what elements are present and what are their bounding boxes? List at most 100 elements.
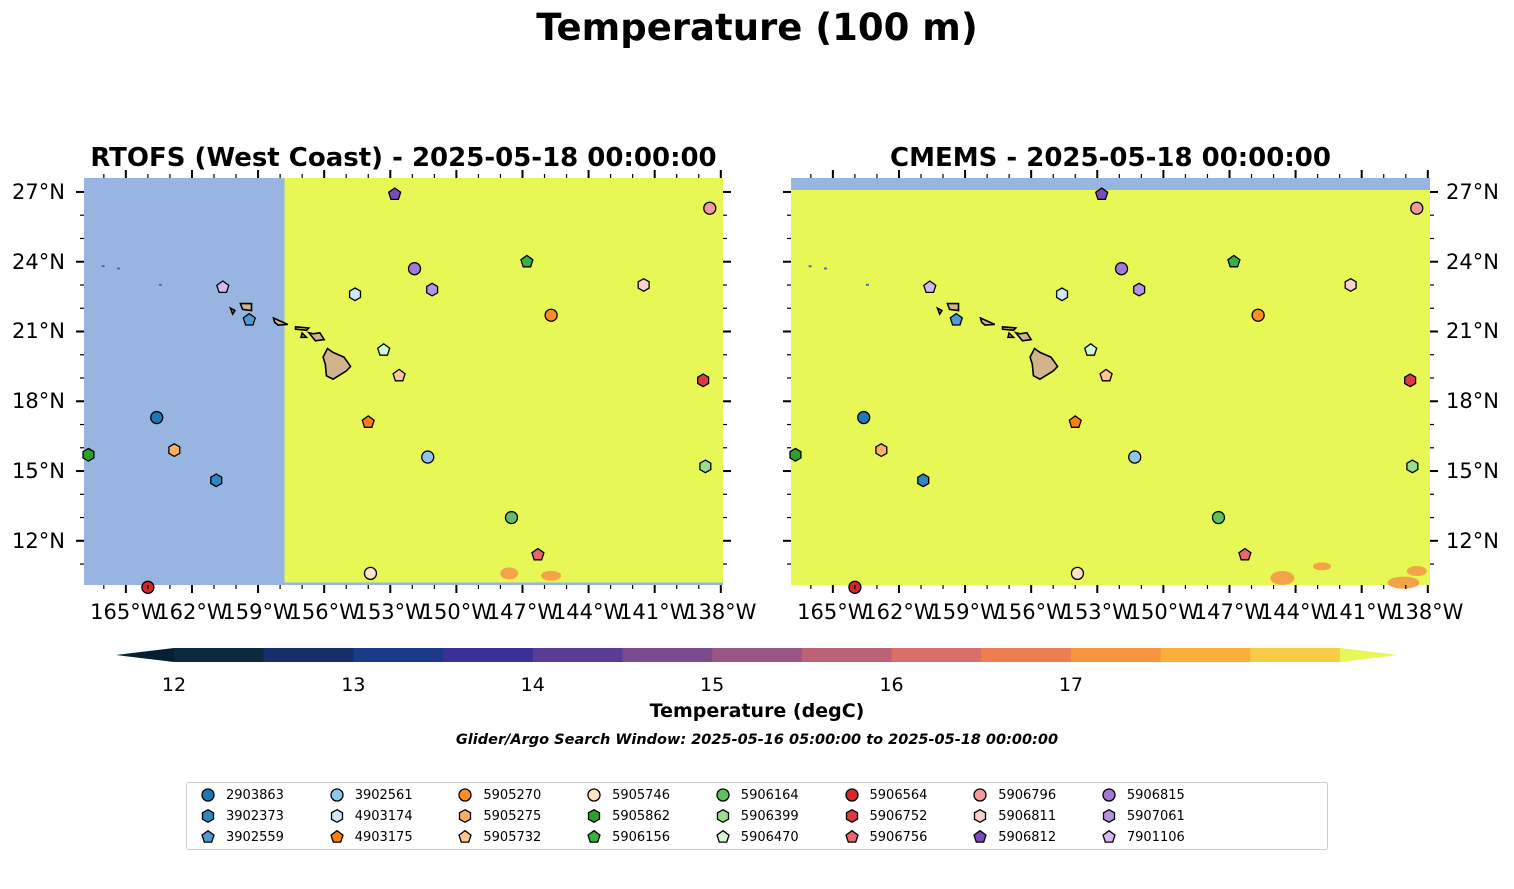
float-5906156[interactable]: [520, 254, 534, 268]
no-data-strip: [284, 582, 723, 585]
legend-marker: [1102, 829, 1116, 843]
legend-item-3902373[interactable]: 3902373: [199, 806, 284, 826]
float-5906399[interactable]: [699, 459, 712, 474]
float-5906796[interactable]: [703, 201, 717, 215]
float-3902373[interactable]: [210, 473, 223, 488]
legend-item-5906756[interactable]: 5906756: [843, 827, 927, 847]
float-7901106[interactable]: [923, 280, 937, 294]
legend-item-7901106[interactable]: 7901106: [1100, 827, 1185, 847]
legend-item-5905746[interactable]: 5905746: [585, 785, 670, 805]
legend-item-3902561[interactable]: 3902561: [328, 785, 413, 805]
legend-item-5906815[interactable]: 5906815: [1100, 785, 1185, 805]
colorbar-tick-label: 12: [161, 674, 187, 696]
x-tick-label: 153°W: [1061, 600, 1133, 624]
legend-item-5906156[interactable]: 5906156: [585, 827, 670, 847]
float-5906811[interactable]: [1344, 277, 1357, 293]
float-5906164[interactable]: [1211, 510, 1226, 525]
float-5906470[interactable]: [376, 342, 391, 356]
float-5906156[interactable]: [1227, 254, 1241, 268]
float-2903863[interactable]: [150, 410, 164, 425]
float-4903174[interactable]: [1055, 287, 1069, 302]
colorbar-band: [801, 648, 893, 662]
float-5905732[interactable]: [1099, 368, 1113, 382]
float-5906756[interactable]: [531, 547, 545, 561]
colorbar-band: [1160, 648, 1251, 662]
legend-item-5906752[interactable]: 5906752: [843, 806, 927, 826]
float-5905270[interactable]: [1251, 308, 1265, 322]
legend-item-5906811[interactable]: 5906811: [971, 806, 1056, 826]
float-5906752[interactable]: [697, 373, 710, 388]
float-5906796[interactable]: [1410, 201, 1424, 215]
float-5906812[interactable]: [1094, 187, 1109, 201]
island: [239, 302, 253, 312]
float-5906756[interactable]: [1238, 547, 1252, 561]
float-3902561[interactable]: [1128, 450, 1142, 464]
island: [322, 347, 352, 381]
legend-marker: [201, 788, 215, 802]
y-tick-label: 21°N: [1446, 319, 1499, 344]
legend-item-5906164[interactable]: 5906164: [714, 785, 799, 805]
float-3902561[interactable]: [421, 450, 435, 464]
float-5905732[interactable]: [392, 368, 406, 382]
float-7901106[interactable]: [216, 280, 230, 294]
float-5906811[interactable]: [637, 277, 650, 293]
colorbar: [116, 644, 1398, 666]
legend-item-5905732[interactable]: 5905732: [456, 827, 541, 847]
legend-label: 5906156: [612, 829, 670, 845]
legend-item-5905862[interactable]: 5905862: [585, 806, 670, 826]
float-5905270[interactable]: [544, 308, 558, 322]
float-3902559[interactable]: [949, 312, 964, 326]
x-tick-label: 165°W: [797, 600, 869, 624]
warm-anomaly: [1387, 576, 1420, 589]
float-5905275[interactable]: [875, 443, 888, 458]
pentagon-marker-icon: [201, 829, 215, 843]
legend-item-4903175[interactable]: 4903175: [328, 827, 413, 847]
atoll-speck: [824, 267, 828, 270]
legend-item-5905270[interactable]: 5905270: [456, 785, 541, 805]
float-5906470[interactable]: [1083, 342, 1098, 356]
float-5907061[interactable]: [1133, 282, 1146, 297]
legend-item-5905275[interactable]: 5905275: [456, 806, 541, 826]
float-5905862[interactable]: [82, 447, 95, 462]
float-4903175[interactable]: [1068, 415, 1082, 428]
float-4903175[interactable]: [361, 415, 375, 428]
legend-item-5906399[interactable]: 5906399: [714, 806, 799, 826]
y-tick-label: 27°N: [1446, 179, 1499, 204]
legend-label: 5906399: [740, 808, 799, 824]
legend-label: 4903174: [354, 808, 413, 824]
float-5907061[interactable]: [426, 282, 439, 297]
float-5906164[interactable]: [504, 510, 519, 525]
legend-item-4903174[interactable]: 4903174: [328, 806, 413, 826]
float-5906815[interactable]: [407, 262, 422, 276]
legend-item-5906470[interactable]: 5906470: [714, 827, 799, 847]
float-5905862[interactable]: [789, 447, 802, 462]
island: [272, 316, 289, 326]
float-2903863[interactable]: [857, 410, 871, 425]
panel-title-cmems: CMEMS - 2025-05-18 00:00:00: [890, 143, 1331, 173]
float-5906812[interactable]: [387, 187, 402, 201]
atoll-speck: [808, 265, 812, 268]
legend-item-3902559[interactable]: 3902559: [199, 827, 284, 847]
legend-marker: [716, 788, 730, 802]
float-3902559[interactable]: [242, 312, 257, 326]
float-5905275[interactable]: [168, 443, 181, 458]
float-3902373[interactable]: [917, 473, 930, 488]
map-panel-cmems[interactable]: [783, 170, 1438, 594]
float-5906815[interactable]: [1114, 262, 1129, 276]
float-5906752[interactable]: [1404, 373, 1417, 388]
hexagon-marker-icon: [974, 808, 987, 824]
float-5906399[interactable]: [1406, 459, 1419, 474]
colorbar-tick-label: 13: [341, 674, 366, 696]
float-4903174[interactable]: [348, 287, 362, 302]
legend-marker: [201, 829, 215, 843]
legend-item-2903863[interactable]: 2903863: [199, 785, 284, 805]
legend-marker: [716, 808, 729, 824]
search-window-caption: Glider/Argo Search Window: 2025-05-16 05…: [455, 732, 1059, 748]
legend-item-5906564[interactable]: 5906564: [843, 785, 927, 805]
legend-item-5907061[interactable]: 5907061: [1100, 806, 1185, 826]
legend-item-5906812[interactable]: 5906812: [971, 827, 1056, 847]
map-panel-rtofs[interactable]: [76, 170, 731, 594]
legend-item-5906796[interactable]: 5906796: [971, 785, 1056, 805]
float-5905746[interactable]: [363, 566, 378, 581]
float-5905746[interactable]: [1070, 566, 1085, 581]
